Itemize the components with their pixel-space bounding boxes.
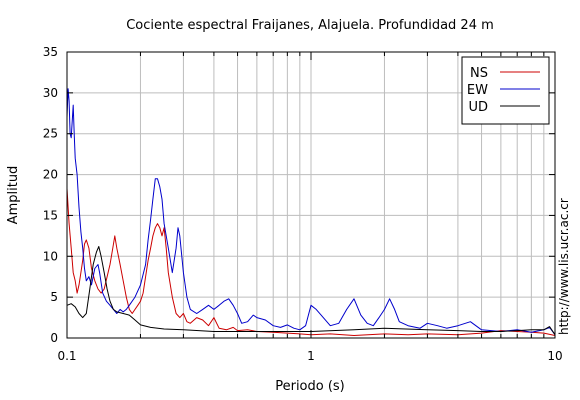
y-tick-label: 20 — [43, 168, 58, 182]
x-axis-label: Periodo (s) — [275, 379, 345, 394]
y-axis-label: Amplitud — [6, 166, 21, 225]
x-tick-label: 0.1 — [57, 349, 76, 363]
legend-label-ud: UD — [468, 100, 488, 115]
legend: NS EW UD — [461, 56, 550, 125]
chart-title: Cociente espectral Fraijanes, Alajuela. … — [126, 18, 494, 33]
legend-label-ns: NS — [470, 66, 488, 81]
legend-label-ew: EW — [467, 83, 488, 98]
series-lines — [66, 88, 556, 336]
series-line-ud — [66, 246, 556, 335]
axis-ticks: 0 5 10 15 20 25 30 35 0.1 1 10 — [43, 45, 563, 363]
legend-box — [461, 56, 550, 125]
x-tick-label: 10 — [547, 349, 562, 363]
x-tick-label: 1 — [307, 349, 315, 363]
y-tick-label: 30 — [43, 86, 58, 100]
y-tick-label: 35 — [43, 45, 58, 59]
y-tick-label: 0 — [50, 331, 58, 345]
y-tick-label: 15 — [43, 208, 58, 222]
y-tick-label: 5 — [50, 290, 58, 304]
series-line-ew — [66, 88, 556, 335]
credit-url: http://www.lis.ucr.ac.cr — [557, 198, 571, 335]
y-tick-label: 25 — [43, 127, 58, 141]
y-tick-label: 10 — [43, 249, 58, 263]
